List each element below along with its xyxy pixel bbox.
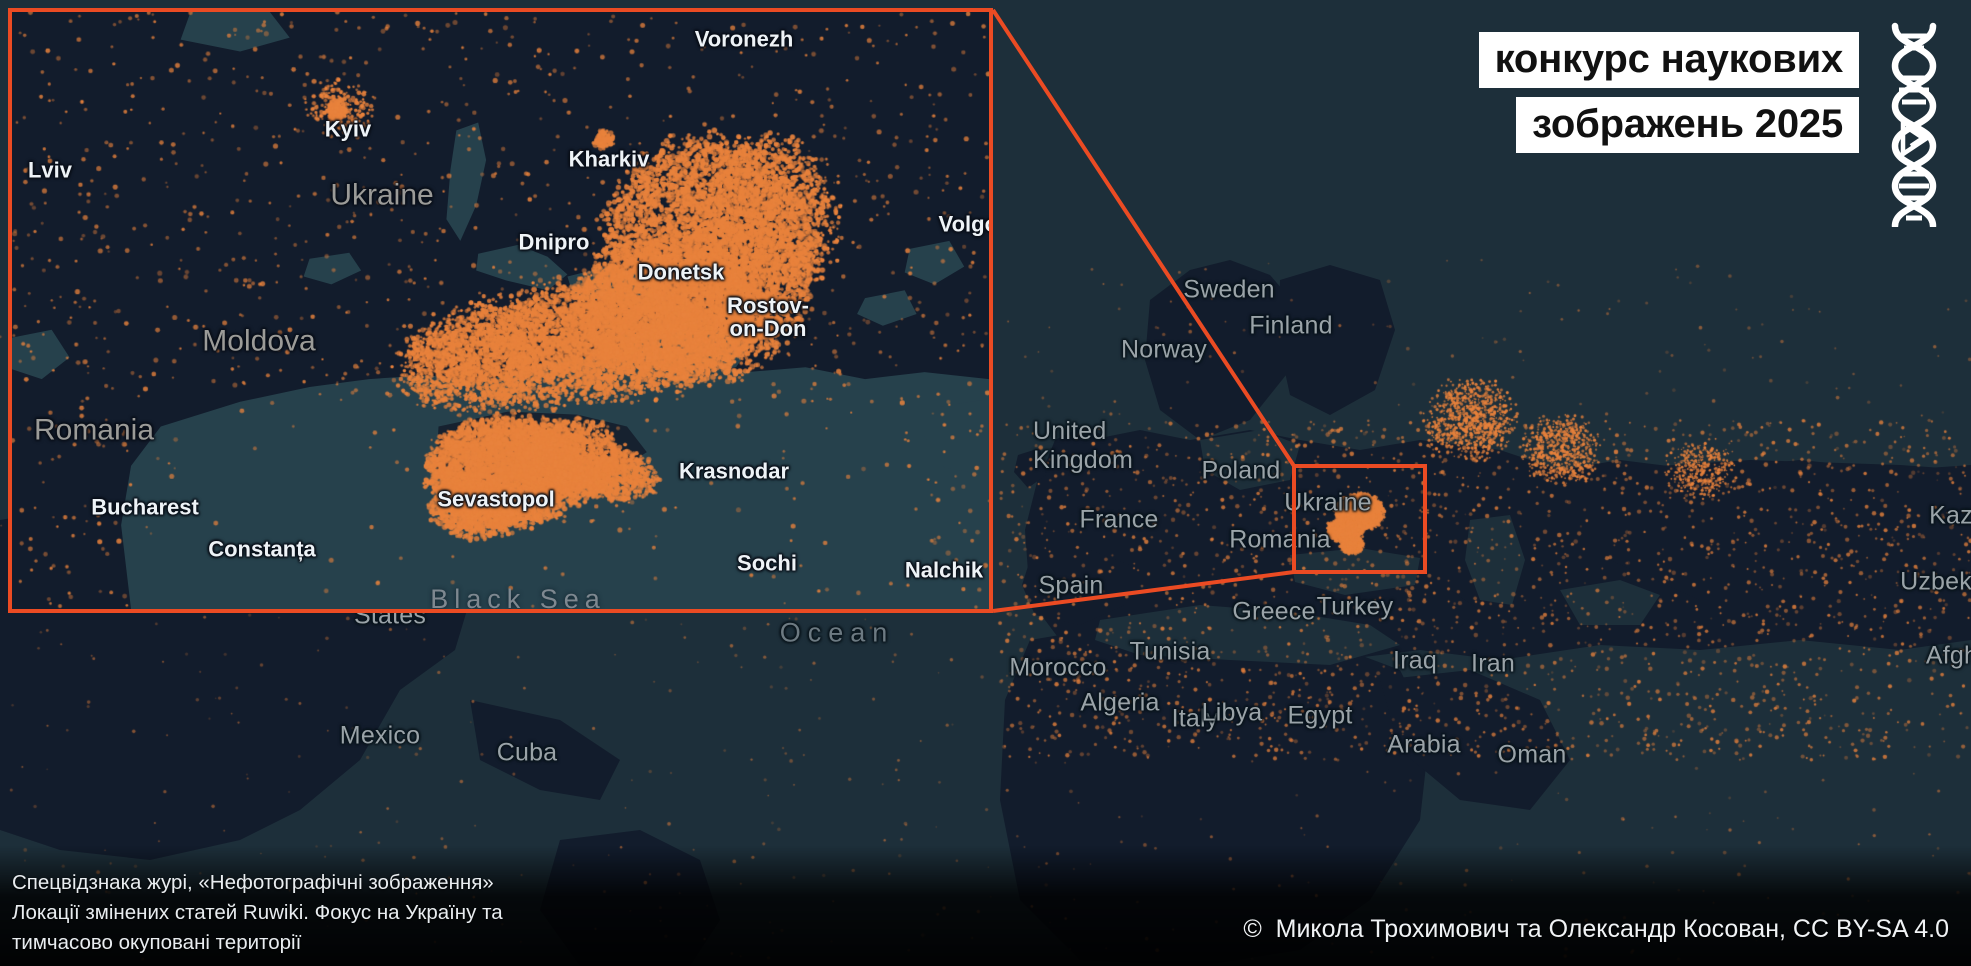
title-banner: конкурс наукових зображень 2025 — [1478, 32, 1859, 153]
credit-line: © Микола Трохимович та Олександр Косован… — [1243, 915, 1949, 943]
inset-landmass-shapes — [12, 12, 989, 609]
dna-helix-svg — [1891, 22, 1937, 230]
title-line-1: конкурс наукових — [1478, 32, 1859, 88]
dna-helix-icon — [1875, 22, 1953, 230]
title-line-2: зображень 2025 — [1516, 97, 1859, 153]
inset-zoom-map: Ukraine Moldova Romania Black Sea Voronezh Ky… — [8, 8, 993, 613]
figure-caption: Спецвідзнака журі, «Нефотографічні зобра… — [12, 871, 503, 955]
